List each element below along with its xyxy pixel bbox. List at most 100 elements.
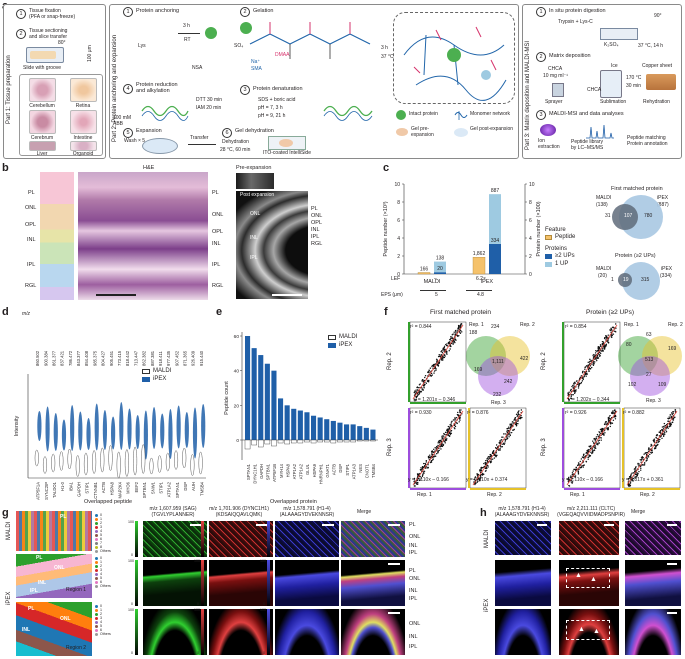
f-left-top-point — [422, 379, 424, 381]
g-legend-text: Others — [100, 632, 111, 636]
f-left-top-point — [424, 375, 427, 377]
f-right-br-point — [664, 431, 666, 434]
f-left-venn-circle-rep2 — [490, 336, 530, 376]
f-left-bl-point — [435, 452, 438, 455]
venn1-overlap: 107 — [624, 213, 633, 219]
chart-e: Peptide count 0 20 40 60 SPTAN1 DYNC1H1 GAPDH SP… — [224, 332, 378, 484]
e-bar-maldi — [284, 439, 290, 445]
d-legend-maldi: MALDI — [153, 368, 172, 374]
f-left-top-point — [445, 344, 448, 347]
f-left-venn-g: 242 — [504, 379, 513, 385]
f-left-top-point — [449, 339, 452, 341]
f-left-top-point — [452, 343, 454, 345]
f-right-bl-point — [608, 418, 611, 420]
h-roi-box-2 — [566, 620, 610, 640]
f-right-top-point — [577, 387, 580, 389]
denatured-protein-drawing — [141, 105, 189, 121]
f-right-top-point — [574, 381, 576, 384]
f-left-top-point — [413, 390, 416, 392]
wash-label: Wash × 5 — [124, 138, 146, 144]
e-ytick-label: 20 — [234, 403, 240, 409]
f-left-top-point — [456, 331, 458, 333]
d-violin-ipex — [119, 402, 124, 450]
e-bar-maldi — [304, 439, 310, 443]
f-right-br-point — [656, 444, 659, 446]
f-left-br-point — [483, 462, 485, 465]
f-left-br-point — [487, 466, 489, 468]
f-left-br-point — [481, 467, 484, 469]
g-legend-dot — [95, 628, 98, 632]
so4-label: SO₄ — [234, 43, 244, 49]
f-left-bl-point — [444, 440, 446, 442]
b-left-rgl: RGL — [25, 283, 37, 289]
h-scale-bar-5 — [667, 612, 677, 614]
d-violin-maldi — [116, 451, 121, 479]
g-legend-item: Others — [95, 584, 125, 588]
c-bar-peptide — [472, 257, 486, 275]
f-left-bl-point — [454, 425, 457, 428]
e-xtick: HNRNPH1 — [318, 463, 323, 484]
f-left-bl-point — [454, 417, 456, 419]
f-right-bl-point — [594, 440, 596, 442]
f-left-bl-point — [447, 434, 450, 437]
f-left-top-point — [416, 386, 418, 389]
f-right-bl-point — [581, 465, 583, 467]
f-title-1: First matched protein — [430, 309, 492, 316]
legend-monomer-network: Monomer network — [470, 111, 511, 117]
f-left-top-point — [457, 335, 459, 338]
f-right-br-point — [636, 472, 638, 474]
f-right-br-point — [639, 465, 642, 468]
g-colorbar-max: 100 — [260, 559, 266, 563]
f-left-bl-point — [454, 420, 456, 422]
f-right-top-point — [577, 385, 580, 387]
f-left-br-point — [515, 424, 518, 427]
e-bar-ipex — [311, 415, 317, 440]
g-colorbar-max: 100 — [128, 520, 134, 524]
c-ytick-left-label: 4 — [397, 236, 400, 242]
f-left-bl-point — [448, 435, 451, 438]
f-right-top-point — [589, 365, 592, 367]
f-right-br-point — [628, 485, 630, 487]
g-r2-ipl: IPL — [409, 644, 418, 650]
chca2-label: CHCA — [587, 87, 602, 93]
f-right-bl-point — [607, 429, 609, 431]
f-right-br-point — [653, 439, 655, 442]
d-mz-tick: 786.472 — [68, 350, 73, 366]
f-left-bl-point — [419, 469, 422, 471]
f-left-top-point — [441, 359, 443, 361]
f-left-top-point — [415, 390, 417, 393]
d-xtick: TMSB4 — [199, 481, 204, 496]
f-right-top-point — [605, 344, 607, 346]
f-right-br-point — [667, 417, 669, 420]
f-left-br-point — [495, 444, 498, 446]
venn2-only-right: 315 — [641, 277, 650, 283]
f-left-top-point — [443, 354, 445, 357]
g-maldi-merge — [341, 521, 405, 557]
f-left-top-point — [428, 372, 430, 374]
f-left-br-point — [500, 439, 502, 441]
d-violin-ipex — [45, 406, 50, 452]
f-right-top-point — [600, 352, 602, 355]
g-legend-text: 8 — [100, 545, 102, 549]
f-left-br-point — [504, 440, 506, 442]
g-scale-bar-3 — [322, 524, 334, 526]
f-left-top-point — [415, 395, 417, 398]
chca-conc-label: 10 mg ml⁻¹ — [543, 73, 568, 79]
f-left-top-point — [423, 387, 425, 389]
g-scale-bar-2 — [256, 524, 268, 526]
f-left-br-point — [479, 480, 481, 482]
part3-angle: 90° — [654, 13, 662, 19]
c-ipex-eps: 4.8 — [477, 292, 484, 298]
legend-monomer-network-swatch — [454, 111, 468, 120]
f-right-bl-point — [571, 481, 574, 483]
f-right-bl-point — [568, 476, 570, 479]
g-legend-text: 6 — [100, 537, 102, 541]
f-left-br-point — [506, 436, 508, 439]
d-mz-tick: 905.451 — [109, 350, 114, 366]
f-left-br-point — [489, 461, 492, 464]
g-legend-text: 0 — [100, 556, 102, 560]
f-right-bl-point — [609, 414, 611, 417]
e-xtick: HSPA8 — [285, 463, 290, 477]
g-legend-text: 4 — [100, 529, 102, 533]
f-right-bl-point — [573, 468, 575, 471]
